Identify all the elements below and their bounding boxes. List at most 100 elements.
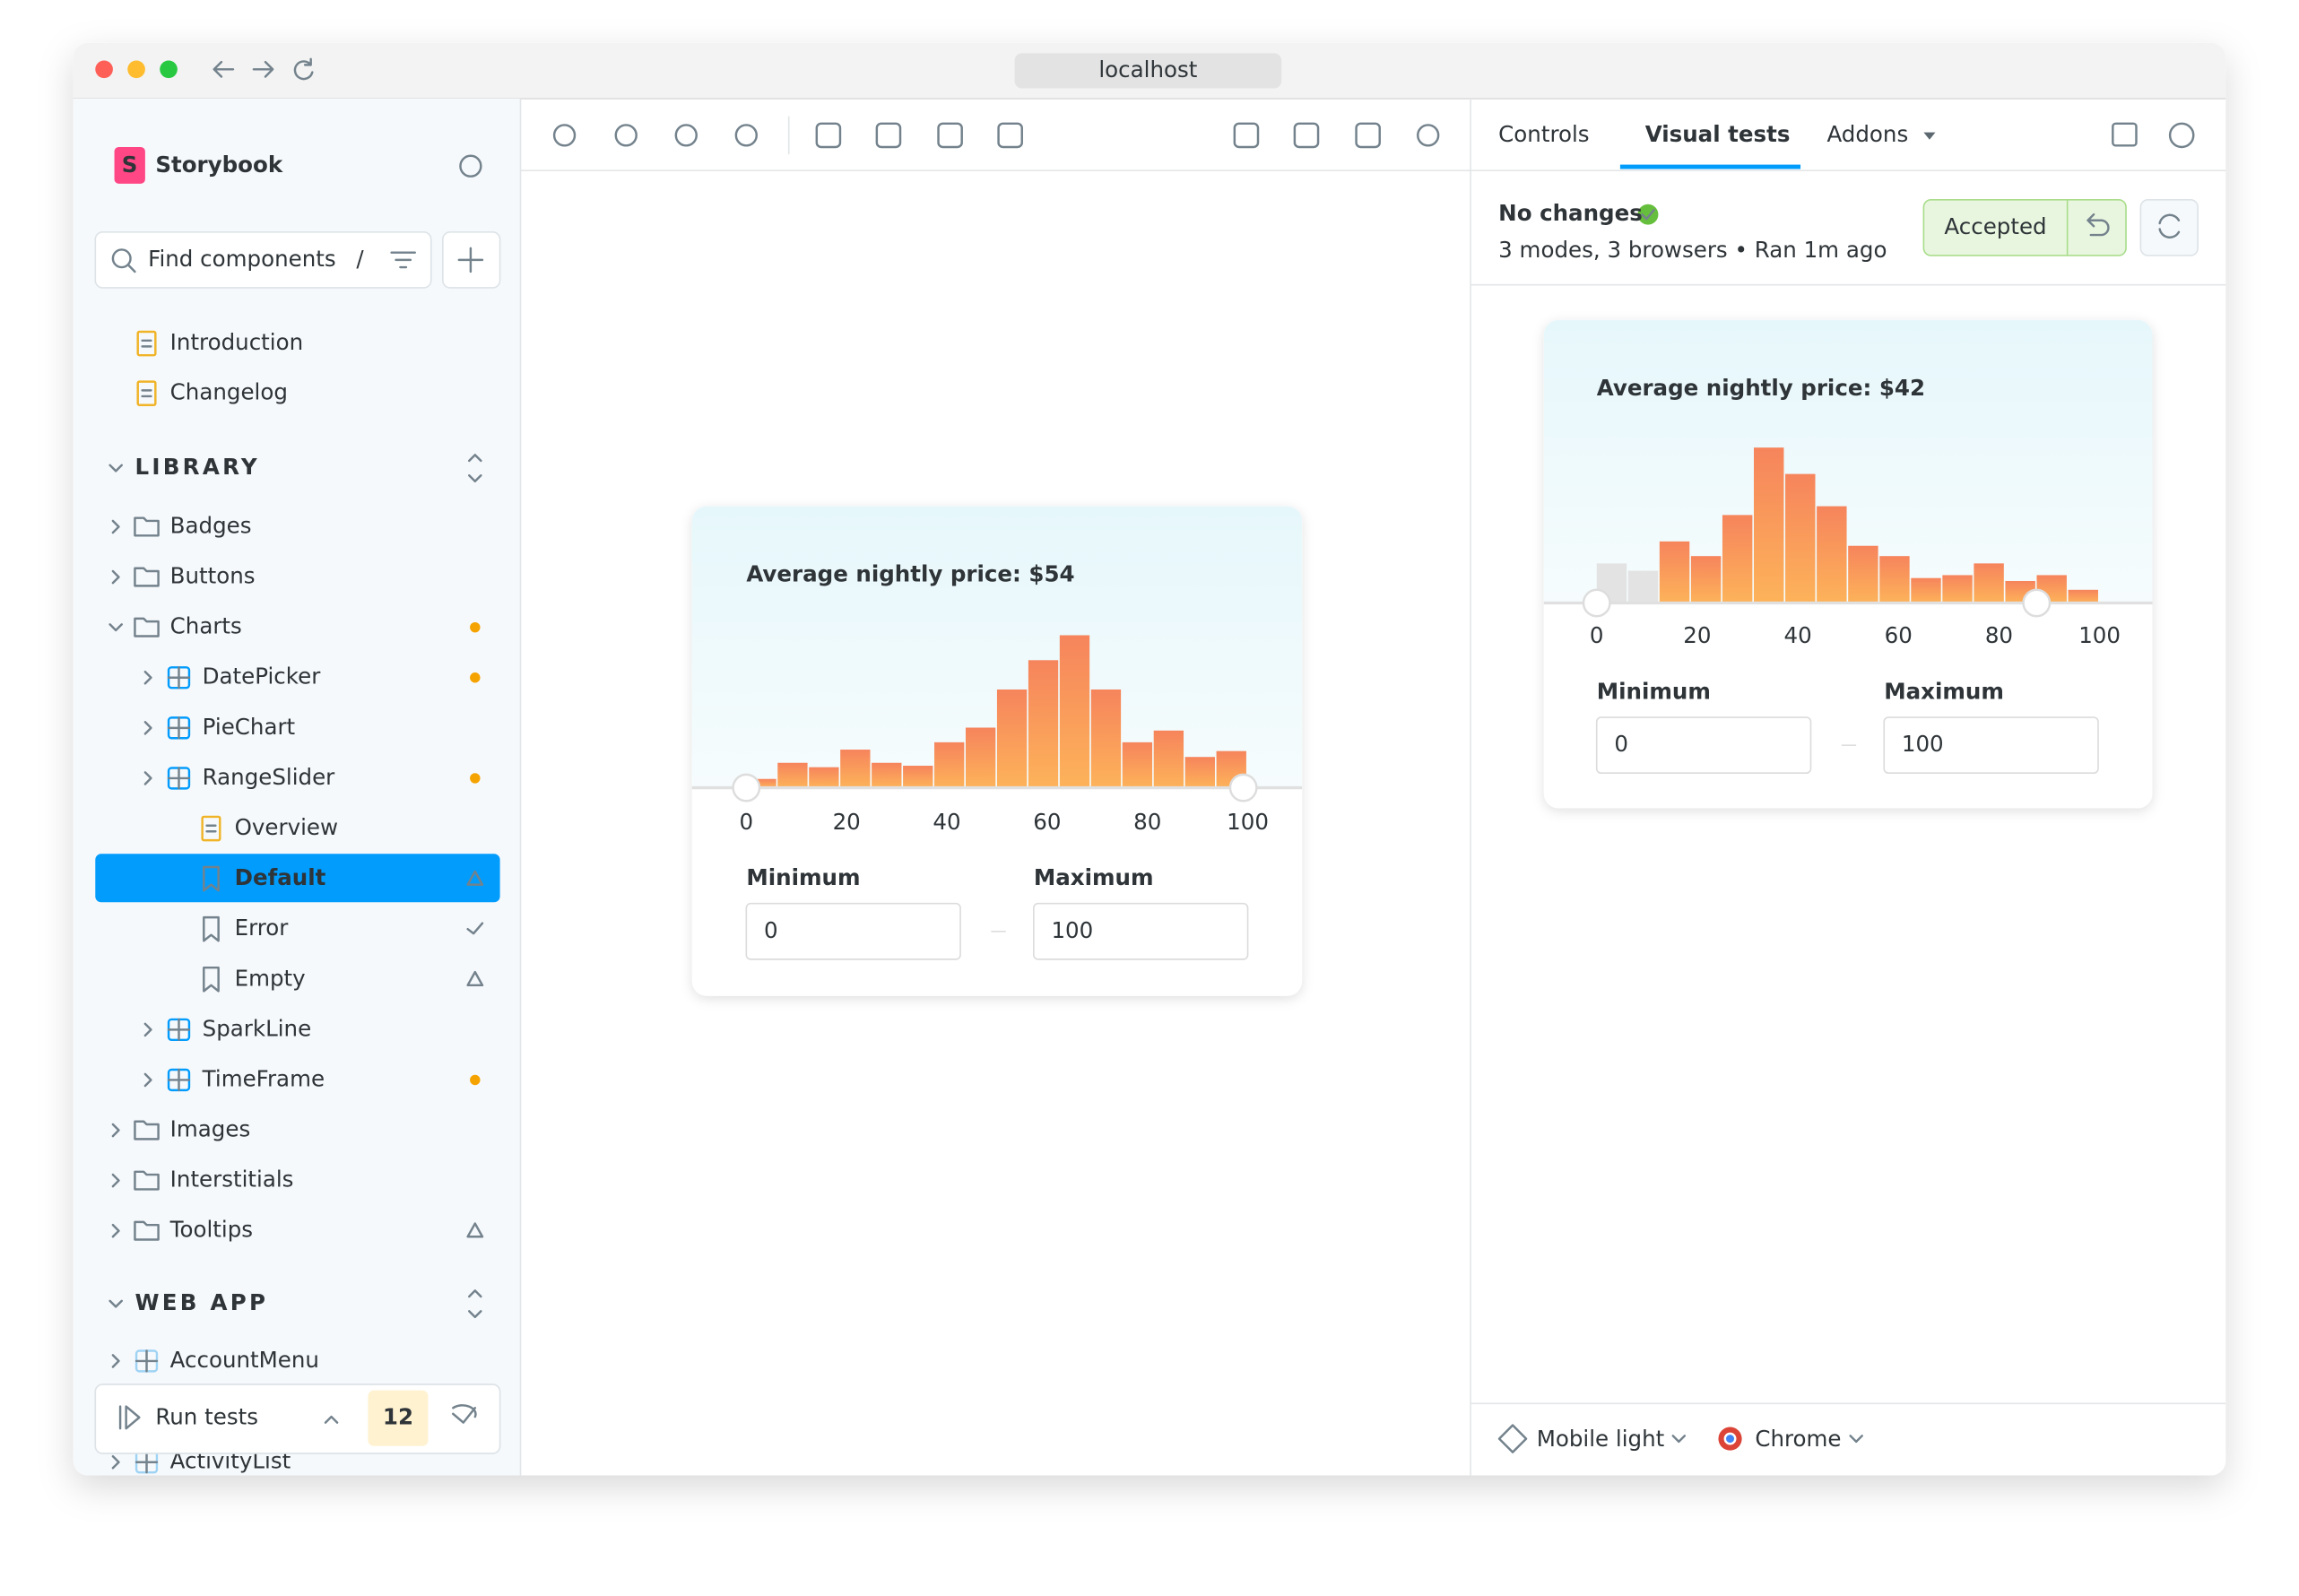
search-icon (111, 248, 132, 269)
histogram-bar (1059, 635, 1090, 788)
slider-handle[interactable] (1582, 588, 1611, 618)
reload-button[interactable] (293, 57, 314, 81)
slider-tick-label: 100 (2078, 622, 2121, 648)
nav-item[interactable]: Badges (170, 512, 252, 538)
histogram-bar (1028, 660, 1059, 788)
nav-item[interactable]: Overview (235, 814, 338, 840)
histogram-bar (965, 727, 996, 788)
warning-icon (466, 1222, 484, 1238)
expand-toggle (468, 1289, 482, 1319)
component-icon (167, 716, 191, 740)
component-icon (167, 1018, 191, 1042)
toolbar-button[interactable] (875, 122, 902, 149)
histogram-bar (1153, 730, 1184, 788)
toolbar-button[interactable] (614, 124, 638, 147)
histogram-bar (2068, 589, 2098, 603)
nav-item[interactable]: Charts (170, 613, 242, 639)
folder-icon (134, 617, 160, 638)
toolbar-button[interactable] (815, 122, 842, 149)
slider-handle[interactable] (2022, 588, 2052, 618)
folder-icon (134, 1120, 160, 1141)
check-icon (1641, 209, 1655, 221)
toolbar-button[interactable] (1293, 122, 1320, 149)
histogram-bar (1754, 447, 1784, 603)
nav-item[interactable]: PieChart (203, 714, 296, 740)
panel-tab[interactable]: Addons (1826, 121, 1908, 147)
maximize-button[interactable] (160, 60, 178, 79)
nav-item[interactable]: Buttons (170, 563, 256, 589)
chevron (111, 1123, 120, 1138)
slider-handle[interactable] (732, 773, 761, 802)
histogram-bar (1974, 563, 2004, 603)
browser-selector[interactable]: Chrome (1755, 1426, 1841, 1452)
toolbar-button[interactable] (997, 122, 1023, 149)
section-header[interactable]: WEB APP (134, 1289, 268, 1315)
toolbar-button[interactable] (734, 124, 758, 147)
number-input[interactable] (745, 902, 961, 960)
number-input[interactable] (1033, 902, 1249, 960)
back-button[interactable] (213, 60, 235, 78)
nav-item[interactable]: DatePicker (203, 664, 322, 690)
histogram-bar (1690, 556, 1722, 603)
search-box[interactable] (94, 230, 432, 289)
nav-item[interactable]: Error (235, 915, 290, 941)
layout-button[interactable] (2112, 122, 2138, 147)
section-header[interactable]: LIBRARY (134, 454, 259, 480)
doc-icon (141, 389, 152, 398)
input-value: 0 (1614, 731, 1628, 757)
chevron (143, 670, 152, 685)
settings-button[interactable] (459, 154, 482, 178)
filter-button[interactable] (390, 251, 416, 269)
panel-tab[interactable]: Controls (1498, 121, 1589, 147)
nav-item[interactable]: Default (235, 864, 326, 890)
address-bar[interactable] (1014, 53, 1282, 89)
toolbar-button[interactable] (1355, 122, 1381, 149)
chevron (143, 1022, 152, 1037)
close-panel-button[interactable] (2168, 122, 2195, 149)
nav-item[interactable]: Changelog (170, 379, 288, 405)
histogram-bar (1911, 577, 1941, 603)
mode-selector[interactable]: Mobile light (1537, 1426, 1665, 1452)
nav-item[interactable]: AccountMenu (170, 1347, 319, 1373)
slider-tick-label: 100 (1227, 809, 1269, 835)
run-tests-label[interactable]: Run tests (155, 1404, 258, 1430)
slider-tick-label: 80 (1985, 622, 2013, 648)
nav-item[interactable]: Tooltips (169, 1217, 253, 1243)
watch-button (452, 1404, 477, 1424)
toolbar-button[interactable] (1233, 122, 1260, 149)
number-input[interactable] (1883, 716, 2099, 775)
histogram-bar (1785, 473, 1816, 603)
close-button[interactable] (95, 60, 113, 79)
input-value: 100 (1051, 917, 1093, 943)
accepted-label: Accepted (1944, 213, 2046, 239)
forward-button[interactable] (252, 60, 274, 78)
minimize-button[interactable] (127, 60, 145, 79)
toolbar-button[interactable] (674, 124, 698, 147)
slider-handle[interactable] (1228, 773, 1258, 802)
nav-item[interactable]: SparkLine (203, 1015, 312, 1041)
nav-item[interactable]: TimeFrame (202, 1065, 325, 1091)
unaccept-button[interactable] (2086, 213, 2110, 237)
field-label: Maximum (1034, 864, 1154, 890)
nav-item[interactable]: RangeSlider (203, 764, 336, 790)
field-label: Maximum (1884, 678, 2004, 704)
chevron (143, 771, 152, 785)
toolbar-button[interactable] (937, 122, 963, 149)
number-input[interactable] (1595, 716, 1812, 775)
nav-item[interactable]: Introduction (170, 329, 303, 355)
toolbar-button[interactable] (552, 124, 577, 147)
histogram-bar (1659, 541, 1690, 603)
warning-icon (466, 970, 484, 987)
toolbar-button[interactable] (1417, 124, 1440, 147)
nav-item[interactable]: Interstitials (170, 1167, 294, 1193)
panel-tab[interactable]: Visual tests (1645, 121, 1791, 147)
slider-tick-label: 20 (1683, 622, 1711, 648)
component-icon (167, 666, 191, 690)
nav-item[interactable]: Images (170, 1116, 251, 1142)
nav-item[interactable]: Empty (235, 965, 306, 991)
logo (114, 146, 145, 184)
accepted-button[interactable] (1922, 199, 2127, 256)
histogram-bar (809, 767, 839, 788)
rerun-button[interactable] (2139, 199, 2199, 256)
